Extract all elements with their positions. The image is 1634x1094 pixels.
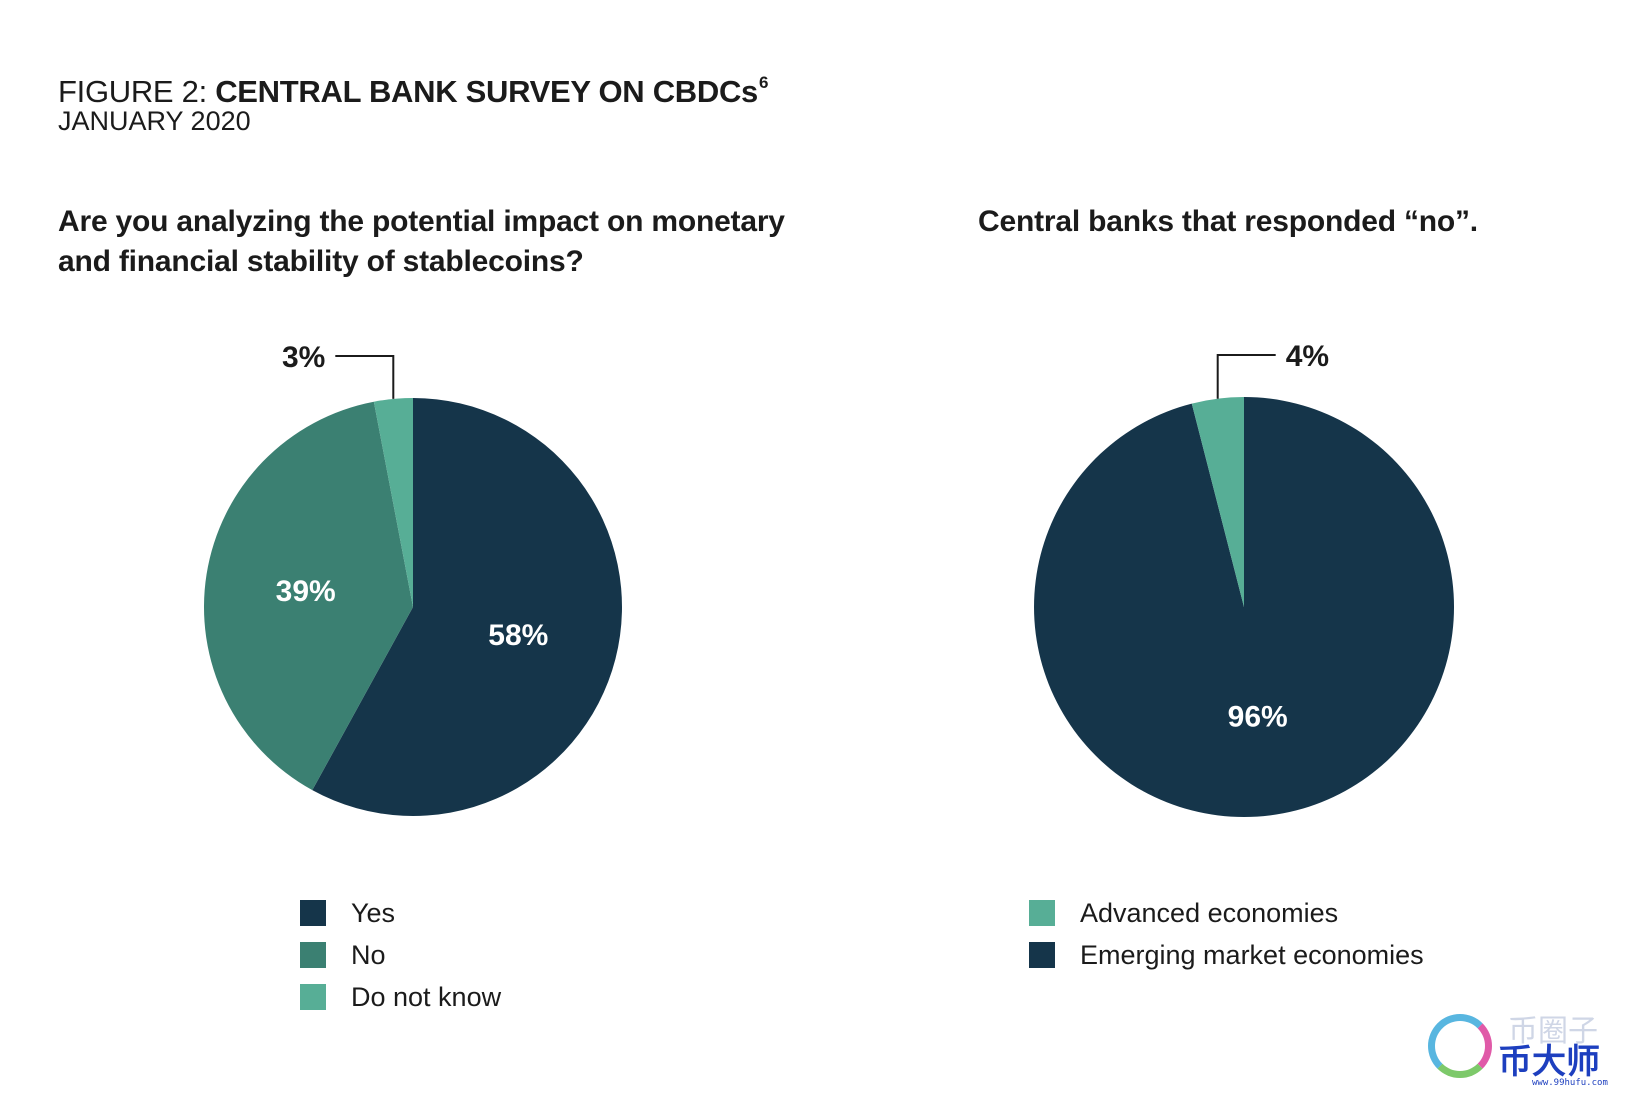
figure-title: FIGURE 2: CENTRAL BANK SURVEY ON CBDCs6: [58, 64, 768, 111]
pie-chart-no-responses: 96% 4%: [1034, 340, 1455, 817]
legend-item: Do not know: [300, 976, 501, 1018]
chart-1-title: Are you analyzing the potential impact o…: [58, 205, 785, 278]
pie-slice-emerging-market-economies: [1034, 397, 1455, 817]
pie-chart-stablecoin-analysis: 58% 39% 3%: [203, 341, 622, 816]
data-label: 96%: [1228, 700, 1288, 733]
pie-slice-no: [203, 401, 413, 791]
pie-slice-do-not-know: [373, 398, 413, 607]
legend-item: Emerging market economies: [1029, 934, 1424, 976]
legend-swatch: [1029, 900, 1055, 926]
figure-date: JANUARY 2020: [58, 106, 251, 136]
legend-chart-2: Advanced economies Emerging market econom…: [1029, 892, 1424, 976]
pie-slice-advanced-economies: [1191, 397, 1244, 607]
callout-line: [1216, 354, 1276, 399]
legend-label: Do not know: [351, 981, 502, 1012]
legend-swatch: [300, 984, 326, 1010]
legend-chart-1: Yes No Do not know: [300, 892, 501, 1018]
data-label: 3%: [282, 341, 325, 374]
watermark-ring-icon: [1428, 1014, 1492, 1078]
legend-swatch: [1029, 942, 1055, 968]
legend-label: Emerging market economies: [1080, 939, 1424, 970]
watermark-url: www.99hufu.com: [1532, 1078, 1608, 1088]
legend-label: Advanced economies: [1080, 897, 1339, 928]
legend-label: No: [351, 939, 386, 970]
legend-item: No: [300, 934, 501, 976]
legend-item: Advanced economies: [1029, 892, 1424, 934]
legend-item: Yes: [300, 892, 501, 934]
pie-slice-yes: [312, 398, 622, 816]
legend-label: Yes: [351, 897, 396, 928]
data-label: 39%: [276, 575, 336, 608]
watermark-logo: 币圈子 币大师 www.99hufu.com: [1428, 1008, 1628, 1090]
footnote-marker: 6: [759, 73, 769, 92]
figure-title-text: CENTRAL BANK SURVEY ON CBDCs: [215, 74, 758, 109]
callout-line: [335, 355, 395, 399]
data-label: 58%: [488, 619, 548, 652]
legend-swatch: [300, 900, 326, 926]
chart-2-title: Central banks that responded “no”.: [978, 205, 1478, 238]
figure-prefix: FIGURE 2:: [58, 74, 216, 109]
watermark-text: 币大师: [1498, 1042, 1600, 1082]
data-label: 4%: [1286, 340, 1329, 373]
legend-swatch: [300, 942, 326, 968]
watermark-ghost-text: 币圈子: [1508, 1014, 1598, 1049]
